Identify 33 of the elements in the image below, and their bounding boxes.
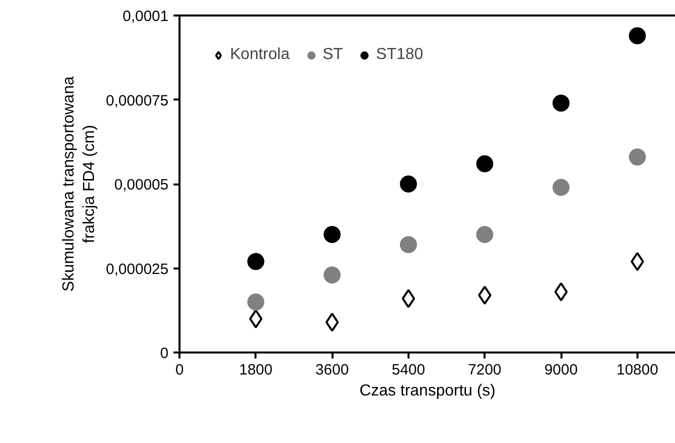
point [400,236,417,254]
point [554,282,568,302]
legend-label: Kontrola [230,46,290,64]
point [552,178,570,196]
point [628,148,646,166]
y-tick-label: 0,000075 [106,92,169,110]
x-tick-label: 5400 [392,362,426,378]
y-axis-title: Skumulowana transportowana frakcja FD4 (cm) [60,76,98,292]
y-tick-label: 0,000025 [106,260,169,278]
point [476,155,494,172]
point [628,27,646,44]
point [630,252,644,272]
legend-label: ST180 [376,46,424,64]
point [400,176,417,192]
point [402,289,416,308]
point [324,226,341,244]
x-tick-label: 10800 [616,362,658,378]
x-tick-label: 7200 [468,362,502,378]
x-tick-label: 9000 [544,362,578,378]
x-tick-label: 1800 [239,362,272,378]
x-axis-title: Czas transportu (s) [359,382,496,400]
x-tick-label: 0 [175,362,184,378]
point [247,293,264,310]
x-tick-label: 3600 [315,362,349,378]
point [476,226,494,244]
point [247,253,264,270]
point [325,312,339,332]
point [552,94,570,112]
y-tick-label: 0,0001 [122,8,169,25]
legend-label: ST [322,46,344,64]
y-tick-label: 0,00005 [114,176,169,194]
point [324,266,341,284]
y-tick-label: 0 [160,345,168,362]
